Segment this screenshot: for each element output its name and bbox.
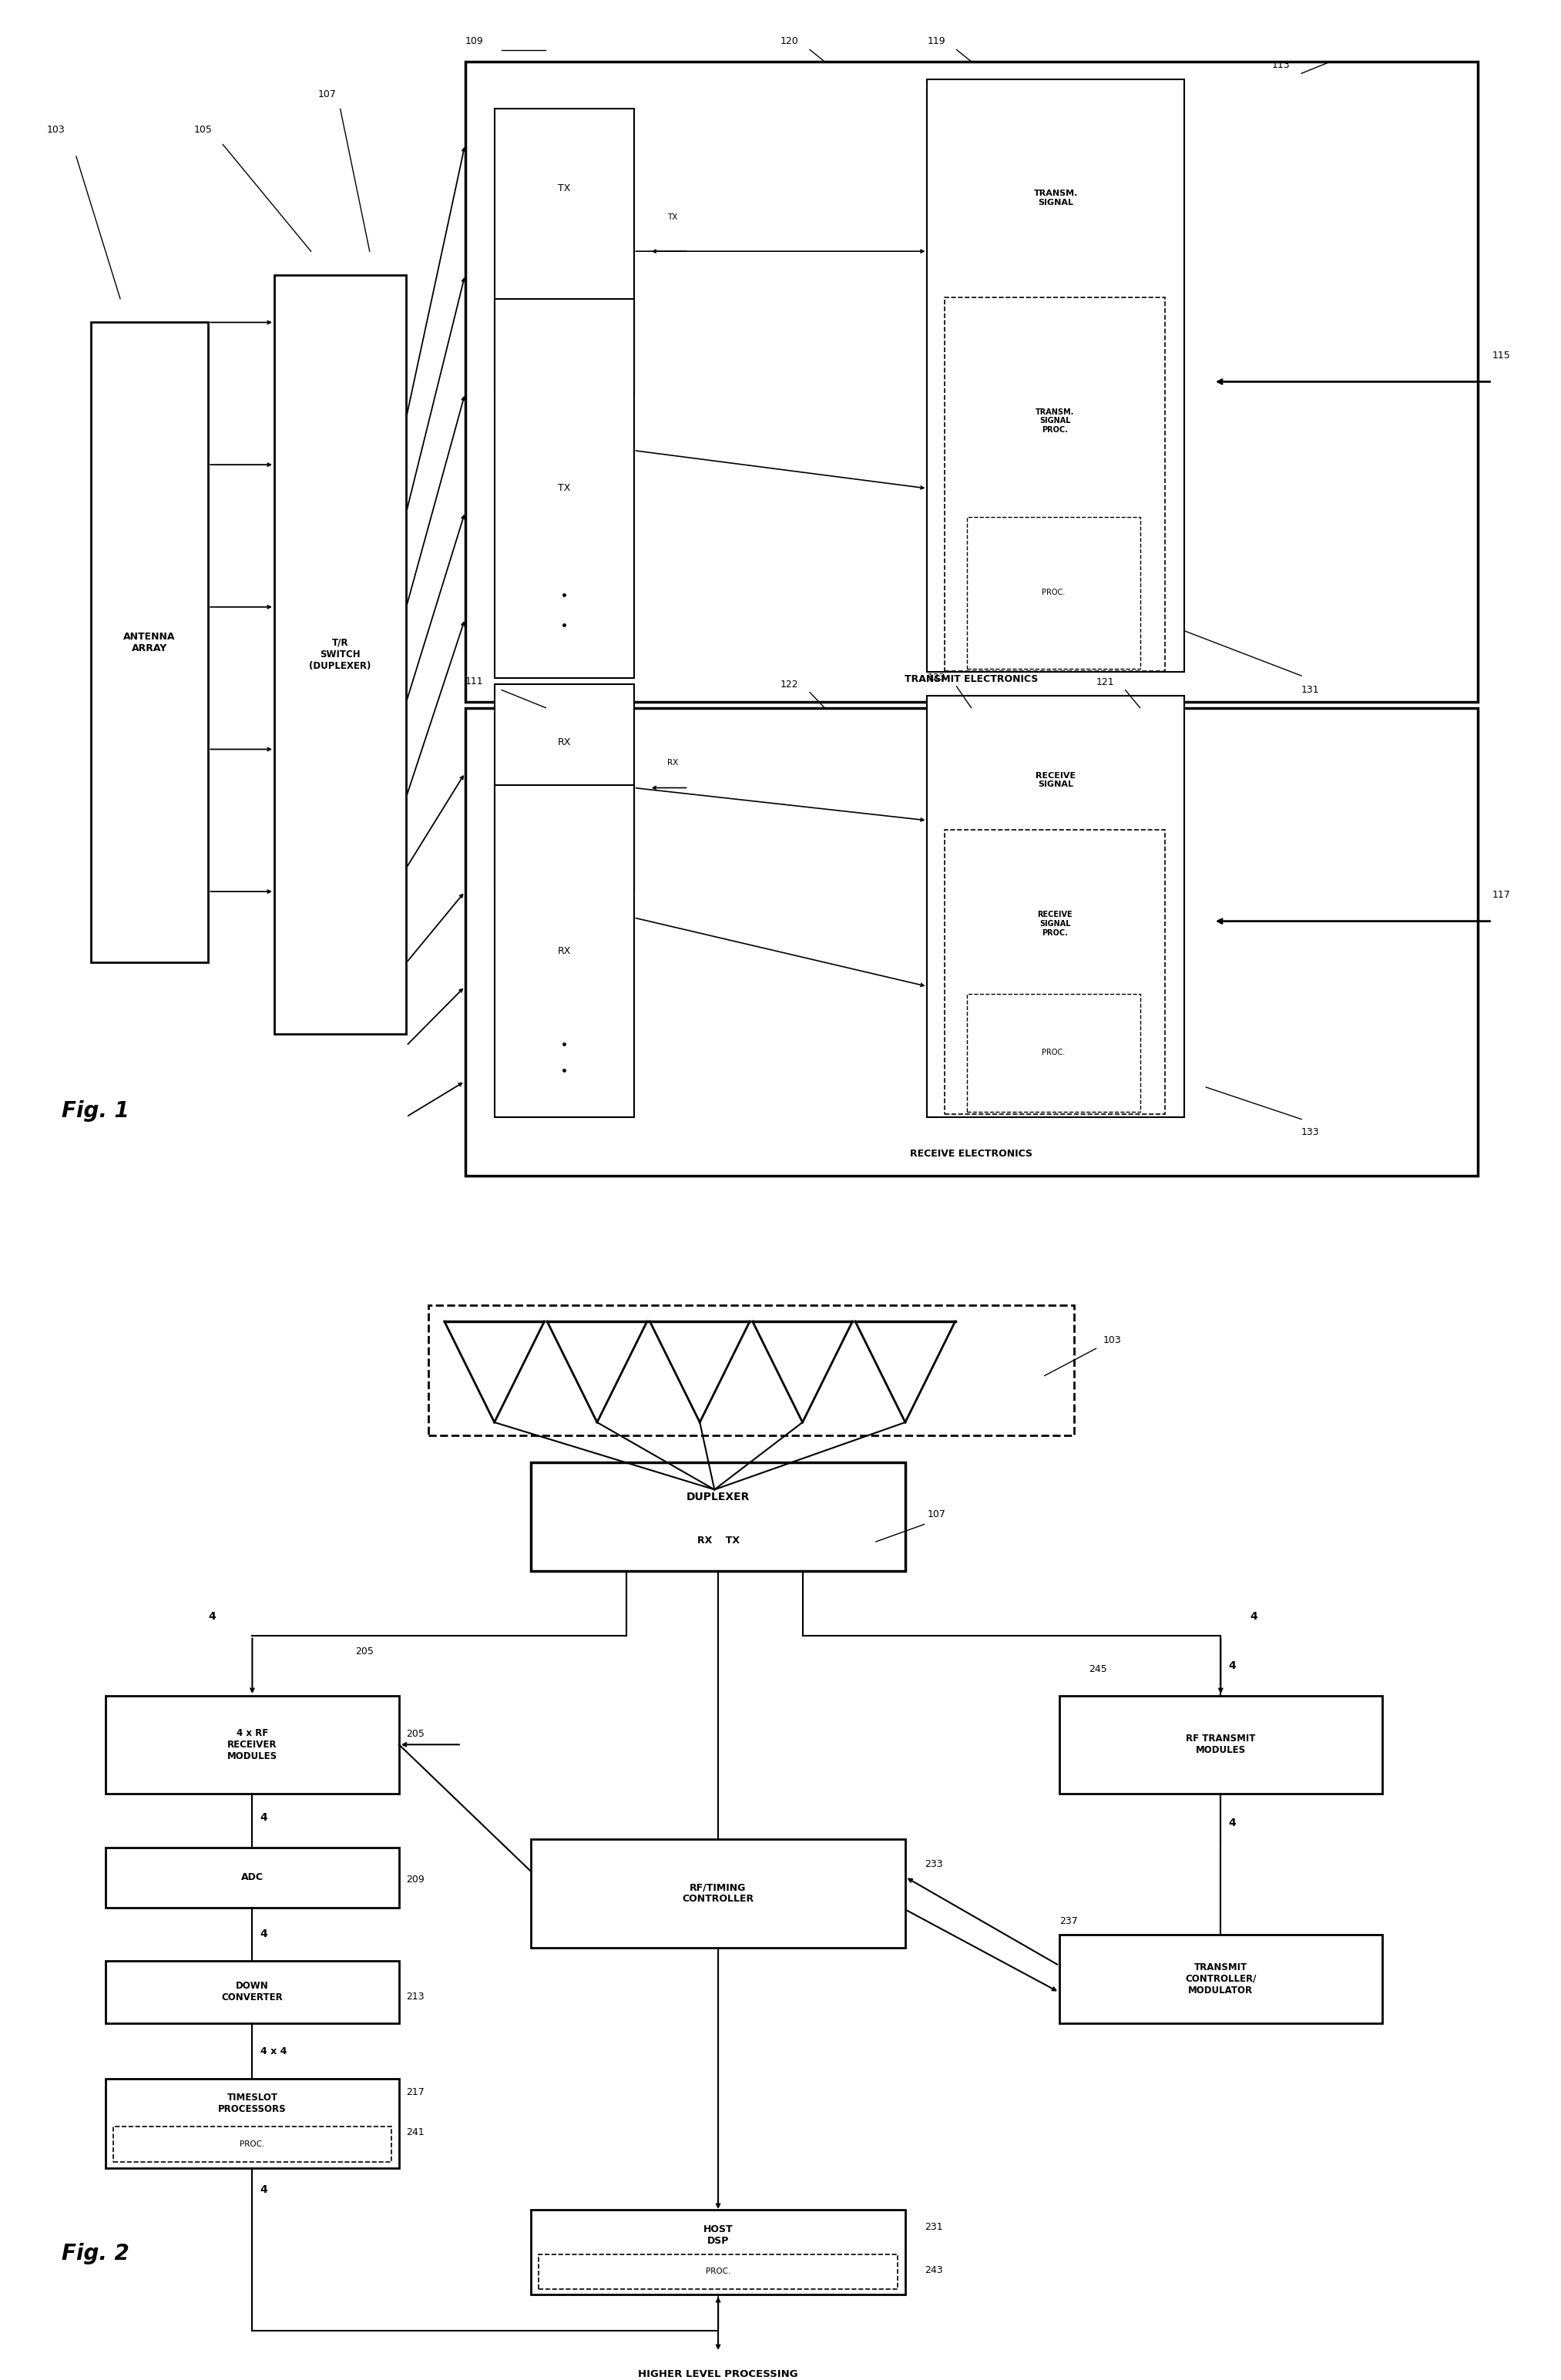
Bar [114,2125,392,2161]
Text: 4: 4 [261,2185,267,2194]
Text: 123: 123 [927,674,946,683]
Text: 119: 119 [927,36,946,45]
Text: 205: 205 [406,1730,425,1740]
Text: ADC: ADC [240,1873,264,1883]
Text: RF/TIMING
CONTROLLER: RF/TIMING CONTROLLER [682,1883,754,1904]
Text: 122: 122 [780,681,799,690]
Text: 4: 4 [1229,1818,1236,1828]
Text: RX    TX: RX TX [696,1535,740,1545]
Text: 105: 105 [194,126,212,136]
Text: 237: 237 [1060,1916,1077,1925]
Text: 241: 241 [406,2128,425,2137]
Bar [944,831,1165,1114]
Text: TRANSM.
SIGNAL: TRANSM. SIGNAL [1033,190,1077,207]
Text: T/R
SWITCH
(DUPLEXER): T/R SWITCH (DUPLEXER) [309,638,372,671]
Text: 231: 231 [924,2223,943,2232]
Bar [275,276,406,1033]
Bar [966,992,1140,1111]
Text: TX: TX [557,183,570,193]
Text: 4: 4 [1250,1611,1258,1623]
Bar [944,298,1165,671]
Bar [539,2254,898,2290]
Bar [106,1847,400,1906]
Text: 4: 4 [208,1611,215,1623]
Text: RECEIVE ELECTRONICS: RECEIVE ELECTRONICS [910,1150,1032,1159]
Text: RECEIVE
SIGNAL
PROC.: RECEIVE SIGNAL PROC. [1038,912,1072,938]
Bar [495,300,634,678]
Text: 213: 213 [406,1992,425,2002]
Bar [495,683,634,892]
Bar [106,1961,400,2023]
Text: 209: 209 [406,1875,425,1885]
Text: 205: 205 [354,1647,373,1656]
Bar [428,1304,1074,1435]
Bar [495,109,634,393]
Text: PROC.: PROC. [706,2268,731,2275]
Bar [966,516,1140,669]
Text: TRANSM.
SIGNAL
PROC.: TRANSM. SIGNAL PROC. [1035,407,1074,433]
Text: 109: 109 [465,36,484,45]
Text: Fig. 2: Fig. 2 [61,2242,130,2266]
Text: RX: RX [667,759,679,766]
Bar [465,62,1477,702]
Text: Fig. 1: Fig. 1 [61,1100,130,1121]
Text: 107: 107 [318,90,337,100]
Text: DOWN
CONVERTER: DOWN CONVERTER [222,1980,283,2002]
Bar [927,695,1185,1116]
Bar [531,2211,905,2294]
Text: 4 x 4: 4 x 4 [261,2047,287,2056]
Text: PROC.: PROC. [240,2140,265,2149]
Text: RF TRANSMIT
MODULES: RF TRANSMIT MODULES [1186,1733,1255,1756]
Text: TRANSMIT ELECTRONICS: TRANSMIT ELECTRONICS [904,674,1038,683]
Text: 103: 103 [47,126,66,136]
Text: DUPLEXER: DUPLEXER [687,1492,749,1502]
Text: RECEIVE
SIGNAL: RECEIVE SIGNAL [1035,771,1076,788]
Text: 115: 115 [1492,350,1511,359]
Bar [531,1461,905,1571]
Bar [1060,1697,1381,1795]
Text: 113: 113 [1272,60,1291,69]
Text: TRANSMIT
CONTROLLER/
MODULATOR: TRANSMIT CONTROLLER/ MODULATOR [1185,1963,1257,1994]
Text: HOST
DSP: HOST DSP [704,2225,734,2247]
Bar [531,1840,905,1947]
Text: 4: 4 [261,1811,267,1823]
Bar [91,321,208,962]
Text: 117: 117 [1492,890,1511,900]
Text: 103: 103 [1104,1335,1122,1345]
Text: TIMESLOT
PROCESSORS: TIMESLOT PROCESSORS [219,2092,286,2113]
Text: 107: 107 [927,1509,946,1518]
Bar [1060,1935,1381,2023]
Bar [106,1697,400,1795]
Text: 243: 243 [924,2266,943,2275]
Text: 111: 111 [465,676,484,685]
Text: ANTENNA
ARRAY: ANTENNA ARRAY [123,631,175,654]
Text: RX: RX [557,738,571,747]
Bar [927,79,1185,671]
Text: 4: 4 [261,1928,267,1940]
Text: TX: TX [557,483,570,493]
Text: HIGHER LEVEL PROCESSING: HIGHER LEVEL PROCESSING [638,2368,798,2380]
Text: 133: 133 [1302,1126,1319,1138]
Text: 120: 120 [780,36,799,45]
Bar [495,785,634,1116]
Text: 217: 217 [406,2087,425,2097]
Text: 4: 4 [1229,1661,1236,1671]
Text: RX: RX [557,945,571,957]
Text: PROC.: PROC. [1041,1050,1065,1057]
Text: TX: TX [668,214,677,221]
Bar [106,2078,400,2168]
Text: 121: 121 [1096,678,1115,688]
Text: 131: 131 [1302,685,1319,695]
Text: 245: 245 [1088,1664,1107,1673]
Text: PROC.: PROC. [1041,588,1065,597]
Text: 233: 233 [924,1859,943,1871]
Text: 4 x RF
RECEIVER
MODULES: 4 x RF RECEIVER MODULES [228,1728,278,1761]
Bar [465,707,1477,1176]
